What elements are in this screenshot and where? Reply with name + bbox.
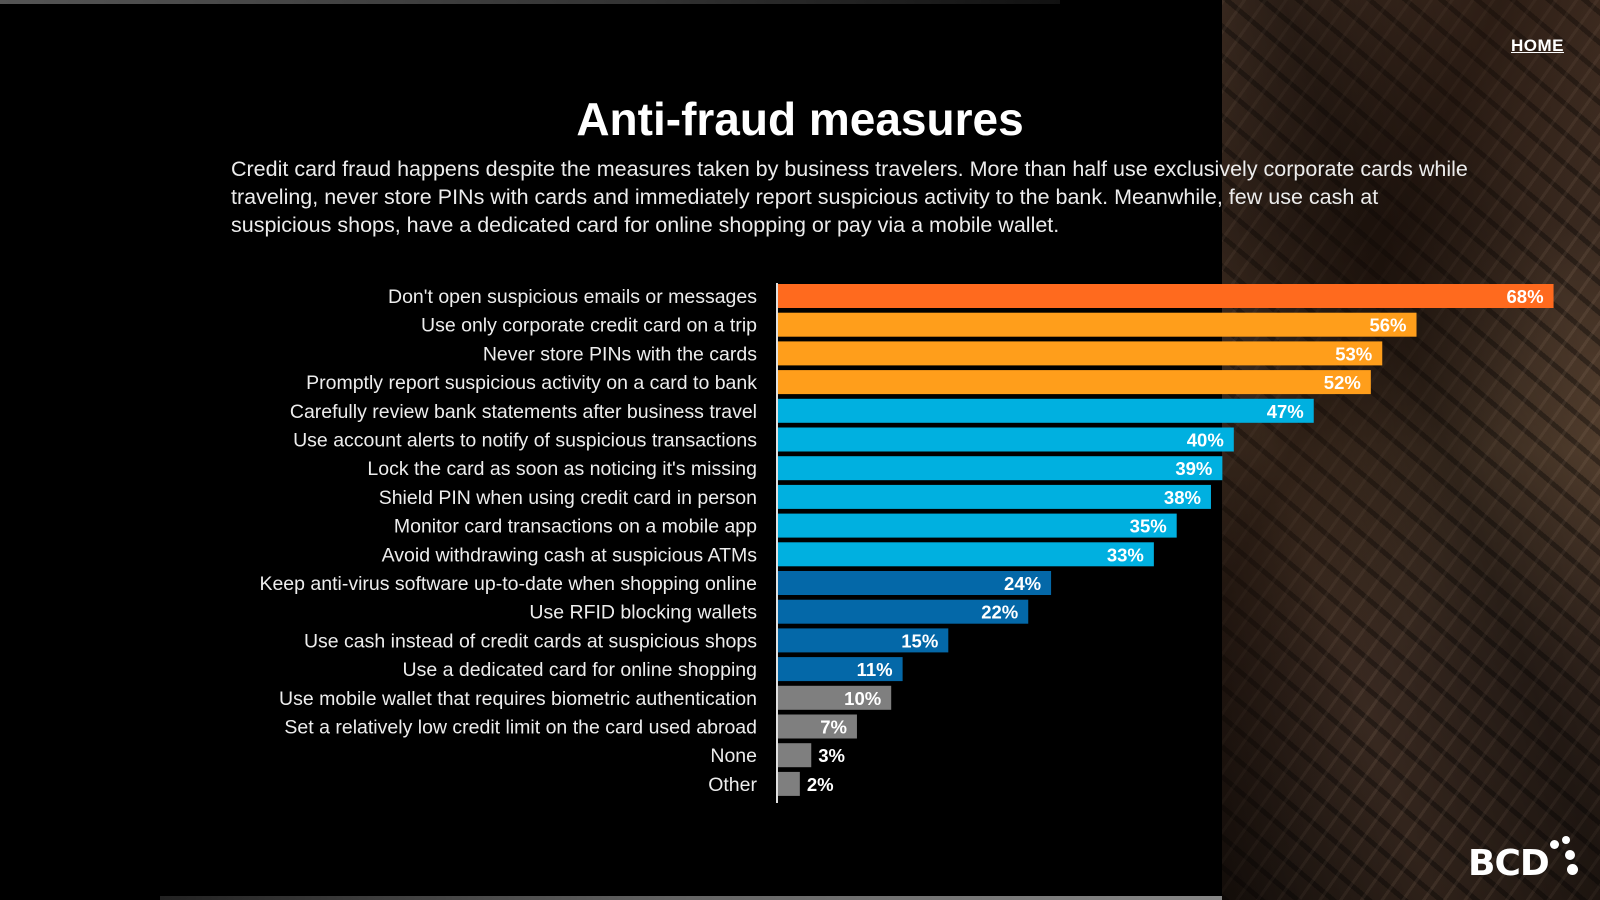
category-label: Promptly report suspicious activity on a…	[306, 372, 757, 394]
category-label: Use only corporate credit card on a trip	[421, 315, 757, 337]
bar	[777, 771, 800, 796]
bar	[777, 628, 949, 653]
category-label: Use RFID blocking wallets	[529, 602, 757, 624]
category-label: Use cash instead of credit cards at susp…	[304, 630, 757, 652]
category-label: Use account alerts to notify of suspicio…	[293, 430, 757, 452]
category-label: Avoid withdrawing cash at suspicious ATM…	[382, 544, 758, 566]
category-label: Keep anti-virus software up-to-date when…	[259, 573, 757, 595]
logo-dot	[1567, 864, 1578, 875]
category-label: Never store PINs with the cards	[483, 343, 757, 365]
bar	[777, 714, 857, 739]
bar	[777, 599, 1029, 624]
logo-dot	[1550, 840, 1559, 849]
value-label: 47%	[1267, 401, 1304, 422]
value-label: 52%	[1324, 372, 1361, 393]
value-label: 24%	[1004, 573, 1041, 594]
category-label: Set a relatively low credit limit on the…	[284, 717, 757, 739]
category-label: Monitor card transactions on a mobile ap…	[394, 516, 757, 538]
value-label: 40%	[1187, 430, 1224, 451]
category-label: None	[710, 745, 757, 767]
bar	[777, 312, 1417, 337]
bar	[777, 657, 903, 682]
bar	[777, 456, 1223, 481]
value-label: 7%	[820, 717, 847, 738]
value-label: 39%	[1175, 458, 1212, 479]
value-label: 3%	[818, 745, 845, 766]
logo-dot	[1562, 836, 1570, 844]
value-label: 11%	[857, 659, 893, 680]
bar	[777, 398, 1314, 423]
category-label: Lock the card as soon as noticing it's m…	[367, 458, 757, 480]
rock-background	[1222, 0, 1600, 900]
value-label: 53%	[1335, 343, 1372, 364]
value-label: 2%	[807, 774, 834, 795]
bar	[777, 427, 1234, 452]
category-label: Shield PIN when using credit card in per…	[379, 487, 757, 509]
value-label: 15%	[901, 630, 938, 651]
logo-text: BCD	[1468, 843, 1550, 884]
value-label: 35%	[1130, 516, 1167, 537]
value-label: 10%	[844, 688, 881, 709]
bar	[777, 341, 1383, 366]
logo-dot	[1565, 850, 1575, 860]
bottom-divider	[160, 896, 1222, 900]
category-label: Don't open suspicious emails or messages	[388, 286, 757, 308]
value-label: 22%	[981, 602, 1018, 623]
value-label: 68%	[1507, 286, 1544, 307]
bar	[777, 685, 892, 710]
value-label: 38%	[1164, 487, 1201, 508]
bar	[777, 284, 1554, 308]
value-label: 33%	[1107, 544, 1144, 565]
category-label: Use mobile wallet that requires biometri…	[279, 688, 757, 710]
category-label: Use a dedicated card for online shopping	[403, 659, 758, 681]
page-subtitle: Credit card fraud happens despite the me…	[231, 157, 1468, 237]
home-link[interactable]: HOME	[1511, 36, 1564, 55]
bar	[777, 743, 812, 768]
bar	[777, 542, 1154, 567]
bar-chart: Don't open suspicious emails or messages…	[259, 283, 1554, 803]
value-label: 56%	[1369, 315, 1406, 336]
category-label: Carefully review bank statements after b…	[290, 401, 757, 423]
bars-layer: Don't open suspicious emails or messages…	[259, 284, 1554, 796]
page-title: Anti-fraud measures	[576, 93, 1024, 145]
bar	[777, 484, 1211, 509]
category-label: Other	[708, 774, 757, 796]
bar	[777, 370, 1371, 395]
bcd-logo: BCD	[1468, 836, 1578, 884]
bar	[777, 513, 1177, 538]
bar	[777, 571, 1052, 595]
top-divider	[0, 0, 1060, 4]
